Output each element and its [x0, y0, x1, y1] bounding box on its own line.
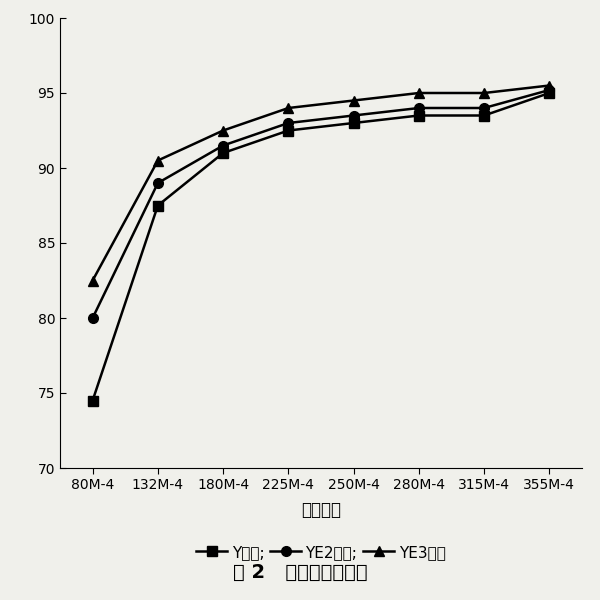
YE2系列;	[481, 104, 488, 112]
YE2系列;	[220, 142, 227, 149]
X-axis label: 电机型号: 电机型号	[301, 501, 341, 519]
YE3系列	[546, 82, 553, 89]
Y系列;	[481, 112, 488, 119]
YE2系列;	[415, 104, 422, 112]
YE3系列	[154, 157, 161, 164]
YE2系列;	[154, 179, 161, 187]
Line: YE2系列;: YE2系列;	[88, 85, 554, 323]
YE3系列	[481, 89, 488, 97]
YE2系列;	[285, 119, 292, 127]
Text: 图 2   电机效率对比图: 图 2 电机效率对比图	[233, 563, 367, 582]
YE3系列	[285, 104, 292, 112]
YE3系列	[220, 127, 227, 134]
Line: YE3系列: YE3系列	[88, 80, 554, 286]
Y系列;	[220, 149, 227, 157]
Legend: Y系列;, YE2系列;, YE3系列: Y系列;, YE2系列;, YE3系列	[190, 539, 452, 566]
YE3系列	[89, 277, 96, 284]
Line: Y系列;: Y系列;	[88, 88, 554, 406]
Y系列;	[89, 397, 96, 404]
Y系列;	[415, 112, 422, 119]
YE2系列;	[89, 314, 96, 322]
Y系列;	[154, 202, 161, 209]
YE3系列	[415, 89, 422, 97]
Y系列;	[285, 127, 292, 134]
YE2系列;	[546, 86, 553, 94]
Y系列;	[350, 119, 357, 127]
Y系列;	[546, 89, 553, 97]
YE3系列	[350, 97, 357, 104]
YE2系列;	[350, 112, 357, 119]
